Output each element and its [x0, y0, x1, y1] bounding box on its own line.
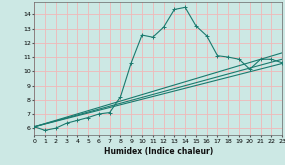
X-axis label: Humidex (Indice chaleur): Humidex (Indice chaleur) — [103, 147, 213, 156]
